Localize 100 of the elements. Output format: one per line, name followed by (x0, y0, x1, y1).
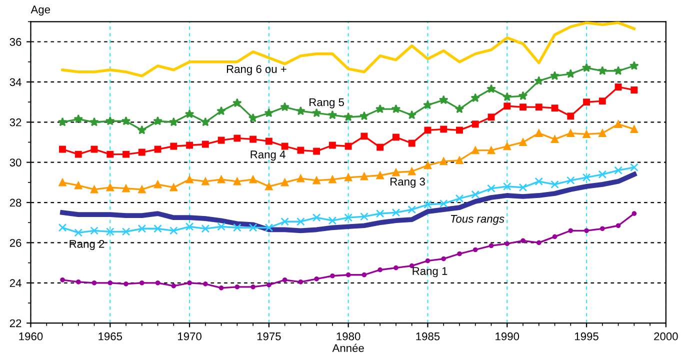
point (598, 98, 606, 105)
point (108, 280, 113, 286)
point (630, 163, 638, 172)
point (472, 146, 480, 154)
point (534, 177, 544, 186)
point (535, 104, 542, 111)
point (138, 148, 146, 156)
point (535, 129, 543, 138)
x-tick-label: 1985 (416, 332, 440, 340)
point (170, 142, 178, 150)
point (360, 132, 368, 140)
point (186, 142, 194, 149)
x-tick-label: 2000 (654, 332, 678, 340)
y-tick-label: 34 (10, 78, 22, 86)
point (184, 109, 194, 118)
point (202, 140, 209, 148)
point (90, 146, 98, 153)
point (312, 213, 321, 222)
point (504, 241, 510, 246)
point (154, 224, 162, 233)
point (375, 104, 385, 114)
point (312, 176, 320, 184)
point (423, 100, 432, 110)
point (409, 263, 414, 268)
x-tick-label: 1995 (575, 332, 598, 340)
point (138, 186, 146, 194)
point (234, 134, 241, 142)
series-label: Rang 6 ou + (226, 65, 286, 76)
point (90, 186, 98, 194)
point (185, 222, 194, 231)
y-tick-label: 36 (10, 38, 22, 46)
point (454, 104, 464, 114)
point (502, 92, 512, 102)
point (408, 140, 416, 147)
point (250, 136, 257, 143)
point (582, 63, 592, 72)
point (486, 84, 496, 94)
point (265, 182, 273, 190)
point (457, 251, 462, 256)
point (58, 178, 66, 186)
point (280, 102, 290, 112)
point (425, 258, 430, 264)
point (280, 217, 289, 226)
point (312, 108, 322, 118)
point (264, 108, 274, 118)
point (552, 234, 558, 240)
point (200, 117, 210, 126)
point (503, 142, 511, 150)
point (472, 247, 478, 252)
point (186, 176, 194, 184)
point (566, 176, 575, 185)
point (105, 116, 115, 126)
point (168, 117, 178, 126)
point (441, 256, 446, 262)
point (392, 208, 400, 217)
point (122, 227, 130, 236)
point (598, 66, 608, 75)
point (232, 98, 242, 108)
y-tick-label: 24 (10, 279, 22, 287)
point (124, 281, 128, 286)
point (58, 117, 68, 126)
point (330, 273, 335, 278)
point (298, 279, 304, 284)
point (630, 86, 638, 94)
point (328, 110, 338, 120)
series-label: Rang 1 (412, 267, 448, 278)
point (583, 98, 590, 106)
series-label: Rang 5 (310, 98, 344, 108)
y-tick-label: 32 (10, 118, 22, 126)
point (456, 126, 463, 134)
point (58, 223, 67, 232)
point (455, 194, 464, 203)
point (616, 223, 621, 228)
point (139, 280, 144, 286)
series-label: Rang 3 (390, 178, 425, 188)
point (520, 104, 526, 111)
point (456, 156, 464, 164)
point (376, 209, 384, 218)
point (504, 102, 511, 110)
point (471, 190, 480, 199)
point (472, 120, 479, 128)
point (281, 142, 288, 150)
x-tick-label: 1980 (336, 332, 360, 340)
point (280, 178, 289, 186)
point (614, 84, 622, 90)
x-axis-title: Année (332, 344, 364, 352)
point (248, 223, 258, 232)
point (59, 146, 66, 153)
point (74, 228, 83, 237)
y-tick-label: 30 (10, 158, 22, 166)
point (614, 66, 623, 75)
point (153, 116, 162, 126)
point (169, 226, 178, 235)
point (568, 228, 574, 234)
point (360, 212, 368, 221)
point (76, 279, 81, 284)
point (313, 148, 320, 155)
point (90, 226, 98, 235)
point (566, 129, 574, 138)
point (487, 184, 496, 193)
